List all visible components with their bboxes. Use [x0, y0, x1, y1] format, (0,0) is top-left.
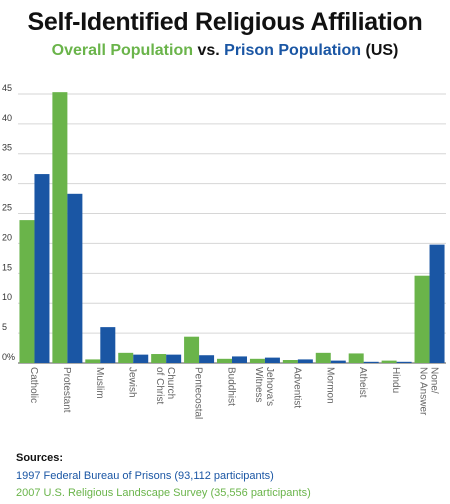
y-tick-label: 10: [2, 292, 12, 302]
bar-prison: [264, 357, 280, 363]
y-tick-label: 35: [2, 143, 12, 153]
bar-chart: 0% 5 10 15 20 25 30 35 40 45 Catholic Protestant Mu…: [2, 83, 446, 419]
bar-prison: [363, 361, 379, 363]
x-tick-group: Jewish: [127, 367, 138, 398]
bar-overall: [381, 360, 397, 363]
x-tick-label: Catholic: [28, 367, 39, 403]
subtitle-us: (US): [365, 42, 399, 59]
x-tick-group: Hindu: [390, 367, 401, 393]
source-prison: 1997 Federal Bureau of Prisons (93,112 p…: [16, 470, 274, 482]
x-tick-label: No Answer: [418, 367, 429, 416]
bar-prison: [396, 361, 412, 363]
sources-heading: Sources:: [16, 452, 64, 464]
x-tick-label: Pentecostal: [193, 367, 204, 419]
source-survey: 2007 U.S. Religious Landscape Survey (35…: [16, 487, 311, 499]
bar-prison: [166, 354, 182, 363]
bar-overall: [184, 336, 200, 363]
y-tick-label: 45: [2, 83, 12, 93]
bar-overall: [151, 354, 167, 363]
x-tick-group: None/No Answer: [418, 367, 440, 416]
bar-overall: [414, 275, 430, 363]
bar-overall: [19, 220, 35, 363]
bar-prison: [330, 360, 346, 363]
x-tick-label: Witness: [253, 367, 264, 403]
x-tick-label: Buddhist: [226, 367, 237, 406]
bar-overall: [249, 358, 265, 363]
x-tick-group: Atheist: [357, 367, 368, 398]
x-tick-group: Buddhist: [226, 367, 237, 406]
bar-overall: [348, 353, 364, 363]
x-tick-label: Muslim: [94, 367, 105, 399]
subtitle-vs: vs.: [197, 42, 220, 59]
y-tick-label: 20: [2, 232, 12, 242]
x-tick-group: Mormon: [324, 367, 335, 404]
bar-prison: [199, 355, 215, 363]
subtitle-prison: Prison Population: [224, 42, 362, 59]
y-tick-label: 30: [2, 173, 12, 183]
x-tick-label: Jewish: [127, 367, 138, 398]
x-tick-label: None/: [429, 367, 440, 394]
bar-prison: [133, 354, 149, 363]
chart-subtitle: Overall Population vs. Prison Population…: [0, 42, 450, 60]
bar-prison: [67, 193, 83, 363]
x-tick-label: Church: [165, 367, 176, 399]
bar-overall: [85, 359, 101, 363]
y-tick-label: 25: [2, 203, 12, 213]
y-tick-label: 5: [2, 322, 7, 332]
bar-overall: [118, 352, 134, 363]
x-tick-label: Atheist: [357, 367, 368, 398]
bar-prison: [100, 327, 116, 363]
y-tick-label: 0%: [2, 352, 15, 362]
bar-overall: [282, 360, 298, 363]
y-tick-label: 15: [2, 262, 12, 272]
x-tick-group: Muslim: [94, 367, 105, 399]
x-tick-label: Mormon: [324, 367, 335, 404]
x-tick-label: Jehova's: [264, 367, 275, 406]
bar-prison: [429, 244, 445, 363]
bar-prison: [297, 359, 313, 363]
x-tick-label: Hindu: [390, 367, 401, 393]
bar-prison: [232, 356, 247, 363]
y-axis: 0% 5 10 15 20 25 30 35 40 45: [2, 83, 15, 362]
subtitle-overall: Overall Population: [51, 42, 193, 59]
bar-overall: [52, 92, 68, 364]
y-tick-label: 40: [2, 113, 12, 123]
x-tick-group: Protestant: [61, 367, 72, 413]
x-tick-group: Pentecostal: [193, 367, 204, 419]
bar-prison: [34, 174, 50, 363]
bars: [19, 92, 445, 364]
bar-overall: [217, 358, 232, 363]
x-tick-label: Adventist: [291, 367, 302, 408]
x-tick-group: Adventist: [291, 367, 302, 408]
x-tick-group: Catholic: [28, 367, 39, 403]
chart-title: Self-Identified Religious Affiliation: [27, 8, 423, 36]
x-tick-label: Protestant: [61, 367, 72, 413]
bar-overall: [315, 352, 331, 363]
x-tick-label: of Christ: [154, 367, 165, 404]
